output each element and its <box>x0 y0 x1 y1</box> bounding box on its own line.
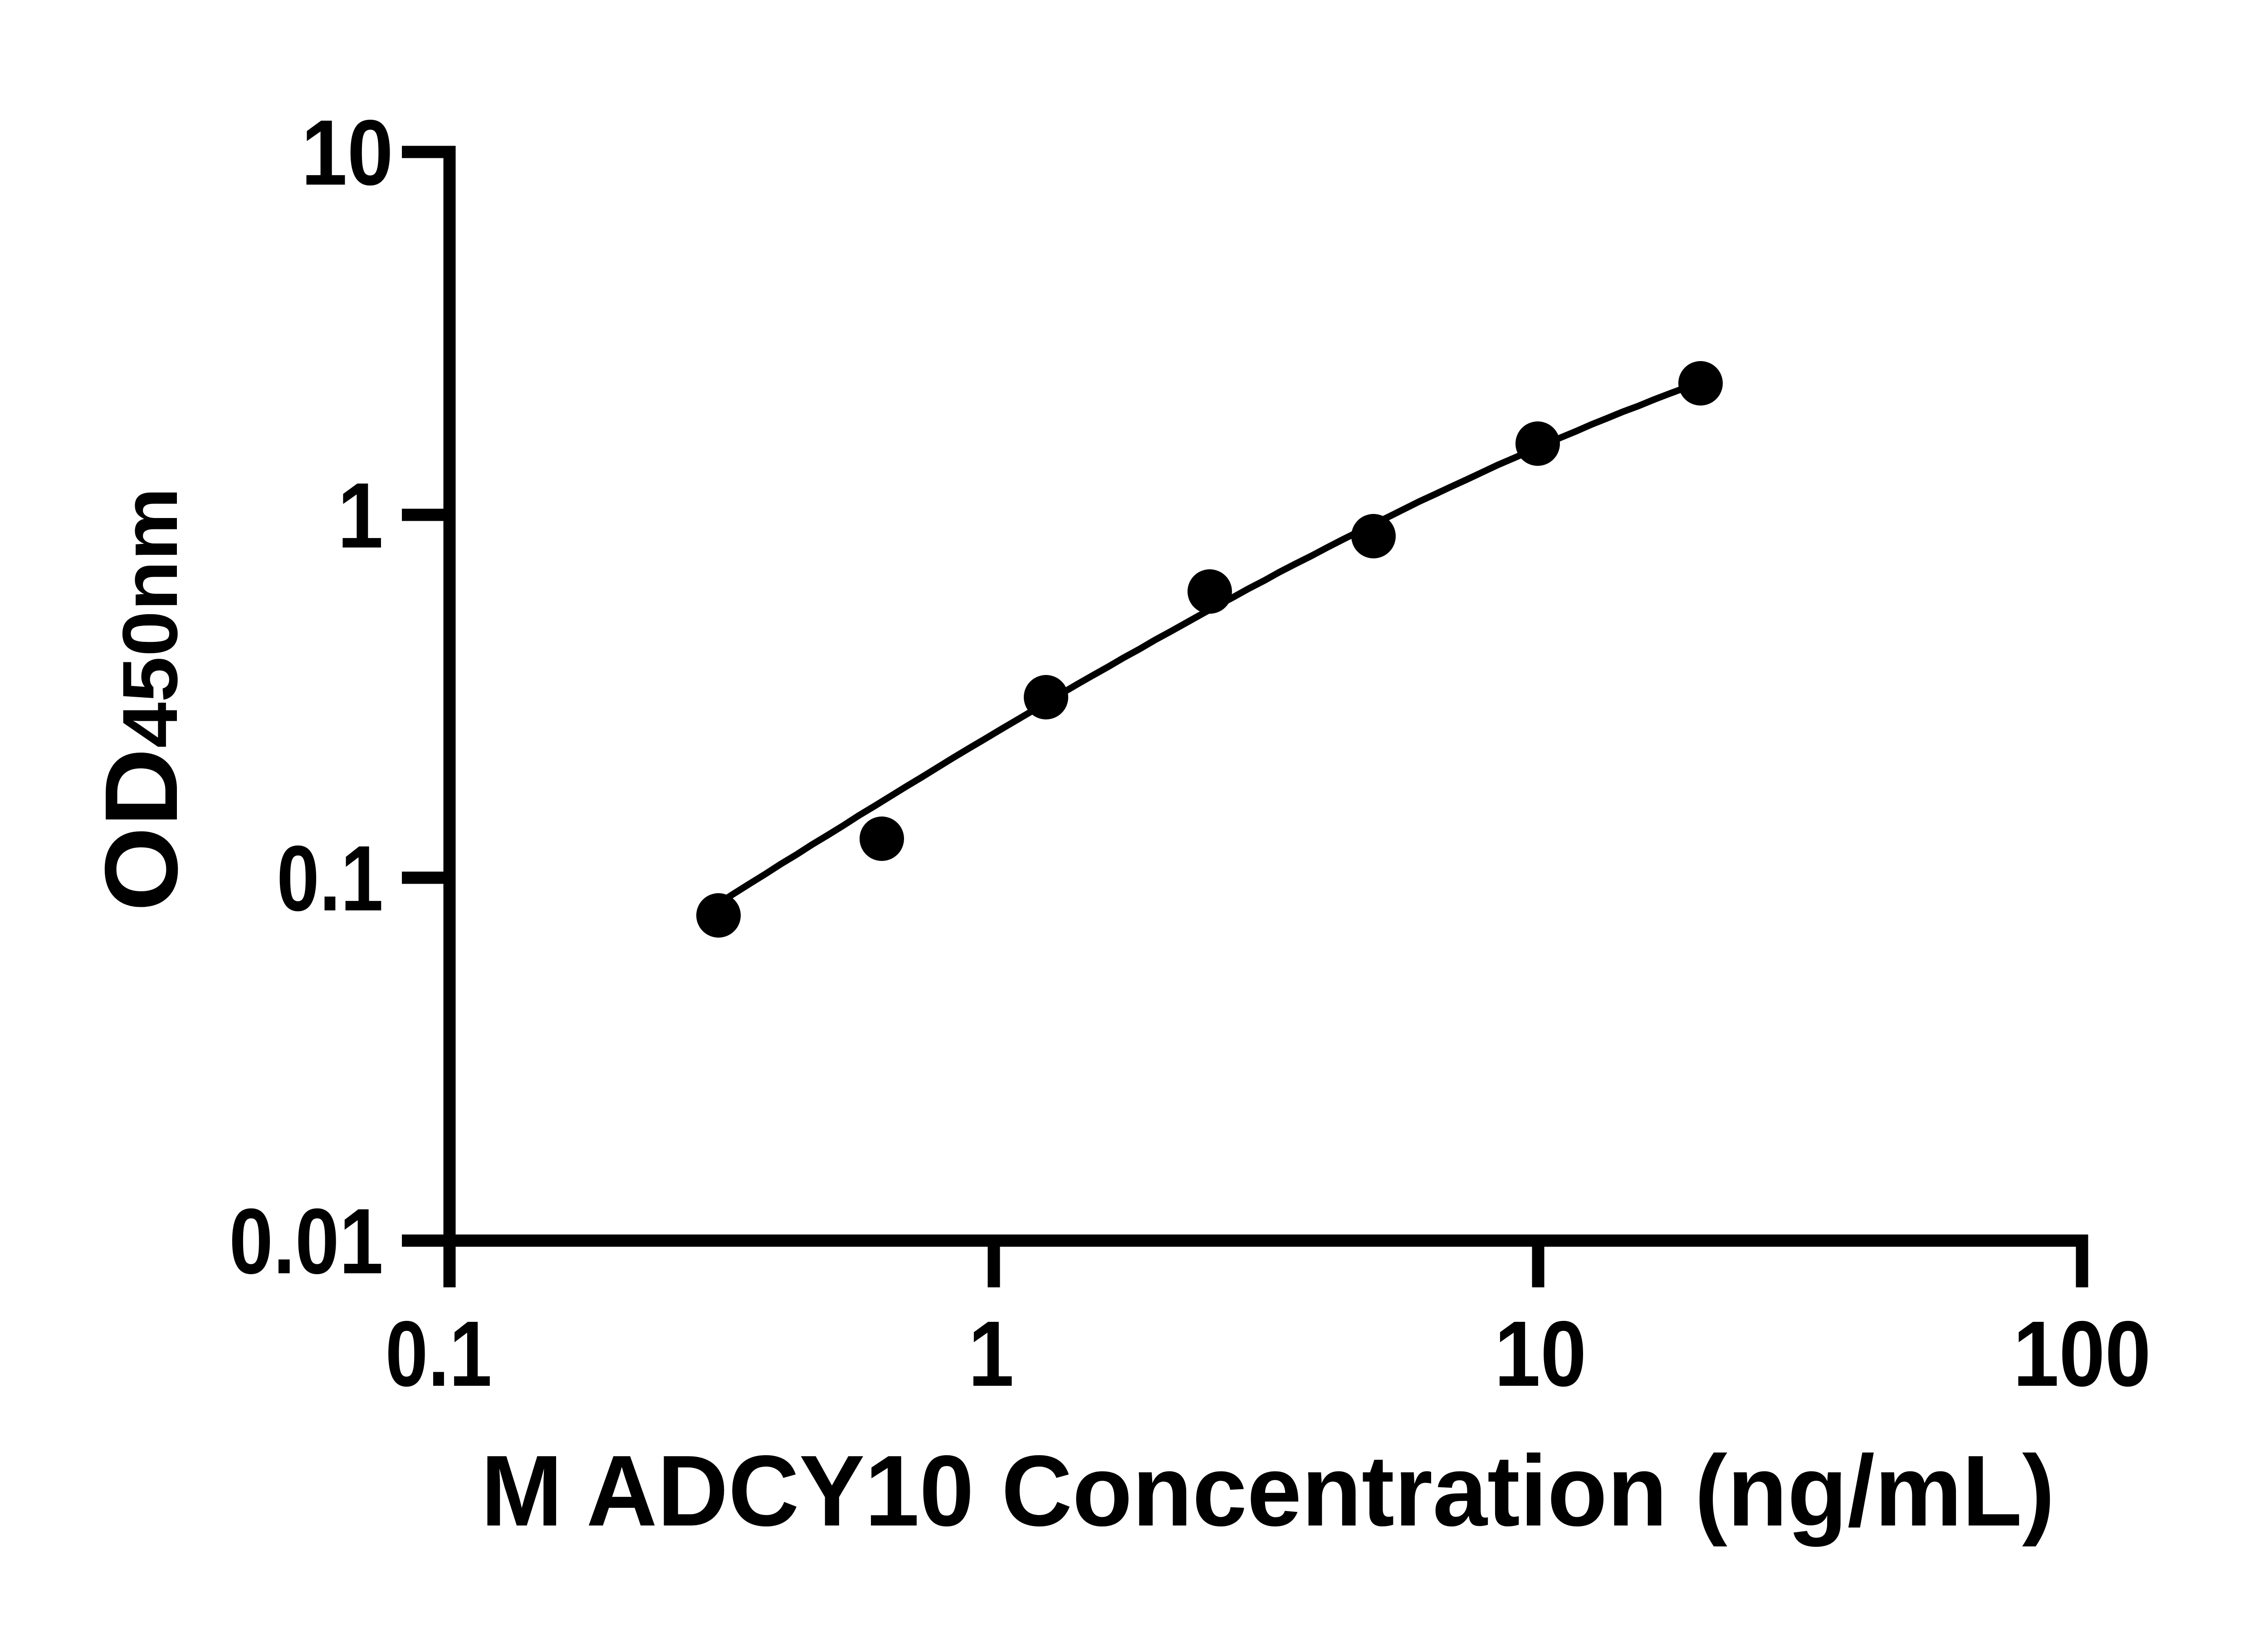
svg-text:0.01: 0.01 <box>229 1189 383 1293</box>
svg-text:M ADCY10 Concentration (ng/mL): M ADCY10 Concentration (ng/mL) <box>481 1435 2055 1547</box>
svg-text:100: 100 <box>2013 1302 2151 1406</box>
svg-text:1: 1 <box>968 1302 1014 1406</box>
svg-text:10: 10 <box>1495 1302 1587 1406</box>
svg-text:0.1: 0.1 <box>277 826 383 930</box>
svg-text:1: 1 <box>337 464 383 567</box>
svg-text:10: 10 <box>301 101 393 205</box>
svg-text:0.1: 0.1 <box>386 1302 492 1406</box>
